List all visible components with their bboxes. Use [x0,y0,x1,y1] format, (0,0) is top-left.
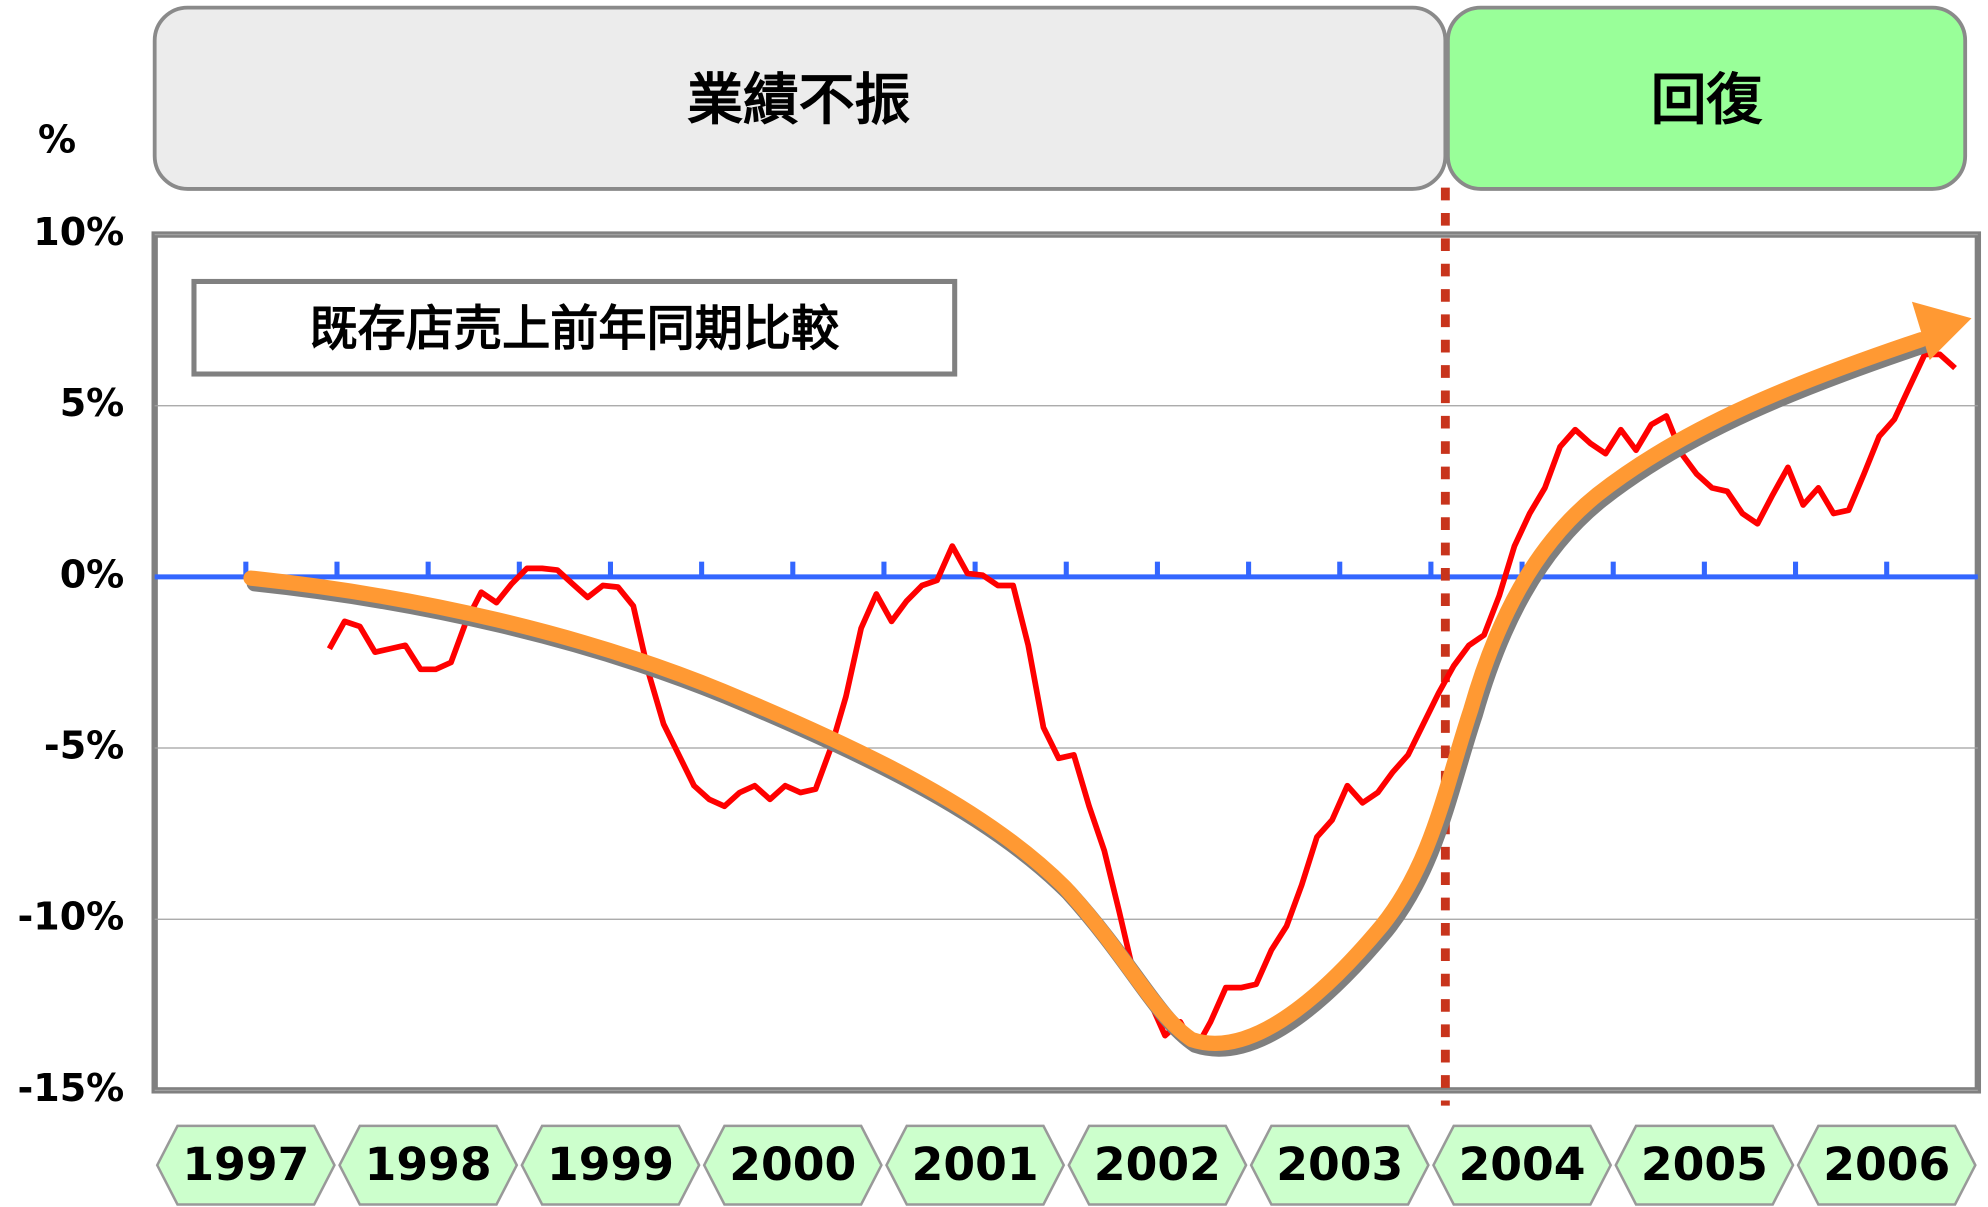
x-tick-label: 1997 [182,1138,309,1191]
title-box [191,278,958,377]
y-tick-label: 5% [60,381,125,425]
year-hexagon [1249,1124,1430,1206]
phase-label: 回復 [1651,68,1764,133]
x-tick-label: 2006 [1823,1138,1950,1191]
x-tick-label: 2004 [1459,1138,1586,1191]
x-tick-label: 2005 [1641,1138,1768,1191]
plot-frame [151,231,1982,1094]
y-tick-label: -15% [17,1066,124,1110]
year-hexagon [1067,1124,1248,1206]
x-axis: 1997 1998 1999 2000 2001 2002 2003 2004 2005 2006 [155,1124,1977,1206]
year-hexagon [885,1124,1066,1206]
year-hexagon [1796,1124,1977,1206]
y-tick-label: -5% [44,724,124,768]
trend-arrow [243,301,1972,1057]
y-axis-label: % [38,117,76,161]
year-hexagon [338,1124,519,1206]
grid [154,233,1978,1091]
phase-label: 業績不振 [687,68,910,133]
x-tick-label: 2001 [912,1138,1039,1191]
year-hexagon [1432,1124,1613,1206]
x-tick-label: 2002 [1094,1138,1221,1191]
trend-line [243,332,1929,1051]
year-hexagon [702,1124,883,1206]
trend-arrowhead [1911,301,1972,361]
phase-box [1445,5,1968,191]
year-hexagon [520,1124,701,1206]
x-tick-label: 2003 [1276,1138,1403,1191]
y-tick-label: -10% [17,895,124,939]
chart-title: 既存店売上前年同期比較 [309,301,840,357]
year-hexagon [1614,1124,1795,1206]
x-tick-label: 2000 [729,1138,856,1191]
y-tick-label: 0% [60,552,125,596]
phase-box [152,5,1448,191]
year-hexagon [155,1124,336,1206]
x-tick-label: 1999 [547,1138,674,1191]
x-tick-label: 1998 [365,1138,492,1191]
y-tick-label: 10% [33,210,124,254]
